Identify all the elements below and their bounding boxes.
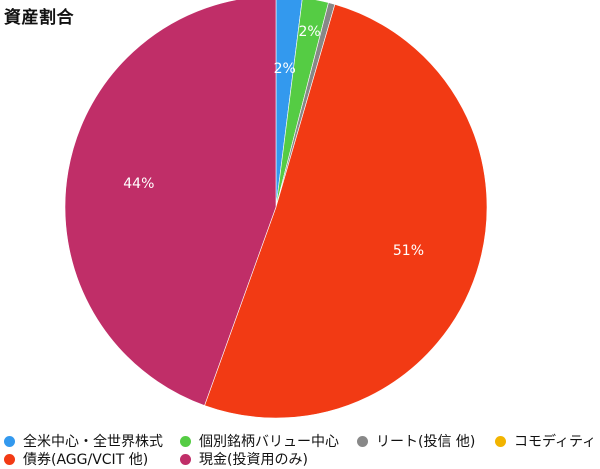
- slice-label-bonds: 51%: [393, 243, 424, 259]
- slice-label-us-world-stocks: 2%: [274, 61, 296, 77]
- legend-swatch-commodity: [495, 435, 506, 447]
- slice-label-cash: 44%: [123, 176, 154, 192]
- legend-item-commodity[interactable]: コモディティ: [495, 431, 596, 451]
- legend-label-commodity: コモディティ: [514, 434, 597, 450]
- legend-item-reit[interactable]: リート(投信 他): [357, 431, 495, 451]
- legend-item-bonds[interactable]: 債券(AGG/VCIT 他): [4, 449, 180, 469]
- legend-swatch-individual-value: [180, 435, 191, 447]
- pie-slice-labels: 2% 2% 51% 44%: [123, 24, 424, 259]
- chart-title: 資産割合: [4, 8, 74, 28]
- legend-row-2: 債券(AGG/VCIT 他) 現金(投資用のみ): [4, 450, 600, 468]
- pie-slice-bonds[interactable]: [204, 4, 488, 419]
- legend-label-cash: 現金(投資用のみ): [199, 452, 308, 468]
- legend-swatch-reit: [357, 435, 368, 447]
- legend-item-us-world-stocks[interactable]: 全米中心・全世界株式: [4, 431, 180, 451]
- legend-label-individual-value: 個別銘柄バリュー中心: [199, 434, 339, 450]
- legend-label-us-world-stocks: 全米中心・全世界株式: [23, 434, 163, 450]
- legend-swatch-bonds: [4, 453, 15, 465]
- pie-slices: [64, 0, 488, 419]
- pie-slice-cash[interactable]: [64, 0, 277, 406]
- legend-item-individual-value[interactable]: 個別銘柄バリュー中心: [180, 431, 357, 451]
- legend-swatch-us-world-stocks: [4, 435, 15, 447]
- legend-label-bonds: 債券(AGG/VCIT 他): [23, 452, 149, 468]
- legend-item-cash[interactable]: 現金(投資用のみ): [180, 449, 308, 469]
- legend-swatch-cash: [180, 453, 191, 465]
- legend-label-reit: リート(投信 他): [376, 434, 476, 450]
- legend-row-1: 全米中心・全世界株式 個別銘柄バリュー中心 リート(投信 他) コモディティ: [4, 432, 600, 450]
- slice-label-individual-value: 2%: [298, 24, 320, 40]
- chart-legend: 全米中心・全世界株式 個別銘柄バリュー中心 リート(投信 他) コモディティ 債…: [4, 432, 600, 468]
